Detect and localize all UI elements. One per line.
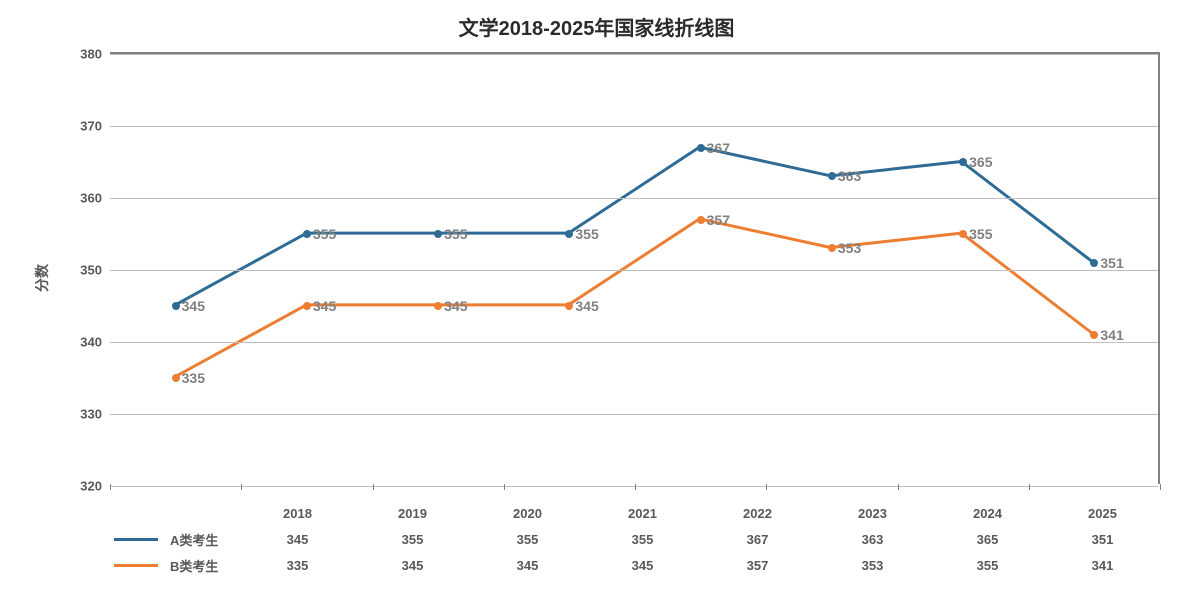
x-tick-label: 2018 — [240, 506, 355, 521]
data-label: 345 — [182, 298, 205, 314]
legend-swatch-line — [114, 564, 158, 567]
legend-value-cell: 363 — [815, 532, 930, 547]
legend-value-cell: 335 — [240, 558, 355, 573]
legend-value-cell: 355 — [585, 532, 700, 547]
y-tick-label: 340 — [80, 335, 110, 350]
data-point — [172, 302, 180, 310]
x-tick — [766, 484, 767, 490]
data-point — [1090, 331, 1098, 339]
data-point — [1090, 259, 1098, 267]
gridline — [110, 414, 1158, 415]
x-tick — [504, 484, 505, 490]
x-tick-label: 2021 — [585, 506, 700, 521]
data-point — [959, 158, 967, 166]
x-tick-label: 2020 — [470, 506, 585, 521]
legend-value-cell: 341 — [1045, 558, 1160, 573]
data-point — [565, 302, 573, 310]
data-label: 355 — [969, 226, 992, 242]
data-point — [565, 230, 573, 238]
data-label: 345 — [444, 298, 467, 314]
x-tick — [1029, 484, 1030, 490]
data-point — [303, 302, 311, 310]
gridline — [110, 486, 1158, 487]
legend-swatch-line — [114, 538, 158, 541]
y-axis-label: 分数 — [32, 264, 52, 292]
legend-header-row: 20182019202020212022202320242025 — [110, 500, 1160, 526]
y-tick-label: 370 — [80, 119, 110, 134]
legend-value-cell: 353 — [815, 558, 930, 573]
gridline — [110, 198, 1158, 199]
legend-series-row: B类考生335345345345357353355341 — [110, 552, 1160, 578]
legend-value-cell: 351 — [1045, 532, 1160, 547]
data-label: 365 — [969, 154, 992, 170]
x-tick — [110, 484, 111, 490]
x-tick-label: 2023 — [815, 506, 930, 521]
data-point — [172, 374, 180, 382]
legend-series-name: B类考生 — [170, 556, 240, 575]
gridline — [110, 54, 1158, 55]
x-tick — [241, 484, 242, 490]
x-tick — [1160, 484, 1161, 490]
legend-value-cell: 355 — [355, 532, 470, 547]
y-tick-label: 380 — [80, 47, 110, 62]
data-label: 367 — [707, 140, 730, 156]
data-point — [434, 230, 442, 238]
x-tick — [635, 484, 636, 490]
data-label: 363 — [838, 168, 861, 184]
data-label: 355 — [313, 226, 336, 242]
data-point — [303, 230, 311, 238]
data-point — [828, 172, 836, 180]
x-tick-label: 2024 — [930, 506, 1045, 521]
x-tick — [373, 484, 374, 490]
legend-data-table: 20182019202020212022202320242025A类考生3453… — [110, 500, 1160, 578]
x-tick-label: 2025 — [1045, 506, 1160, 521]
data-point — [828, 244, 836, 252]
data-label: 345 — [575, 298, 598, 314]
legend-value-cell: 345 — [470, 558, 585, 573]
legend-value-cell: 365 — [930, 532, 1045, 547]
data-label: 341 — [1100, 327, 1123, 343]
gridline — [110, 126, 1158, 127]
gridline — [110, 342, 1158, 343]
legend-value-cell: 345 — [355, 558, 470, 573]
lines-svg — [110, 54, 1158, 484]
y-tick-label: 330 — [80, 407, 110, 422]
legend-value-cell: 355 — [930, 558, 1045, 573]
legend-swatch — [110, 564, 170, 567]
legend-swatch — [110, 538, 170, 541]
data-label: 353 — [838, 240, 861, 256]
chart-title: 文学2018-2025年国家线折线图 — [0, 12, 1193, 41]
data-label: 357 — [707, 212, 730, 228]
x-tick-label: 2022 — [700, 506, 815, 521]
legend-value-cell: 357 — [700, 558, 815, 573]
legend-value-cell: 367 — [700, 532, 815, 547]
y-tick-label: 320 — [80, 479, 110, 494]
data-point — [959, 230, 967, 238]
data-label: 351 — [1100, 255, 1123, 271]
data-label: 335 — [182, 370, 205, 386]
legend-series-name: A类考生 — [170, 530, 240, 549]
legend-value-cell: 345 — [585, 558, 700, 573]
data-point — [697, 216, 705, 224]
legend-value-cell: 355 — [470, 532, 585, 547]
chart-container: 文学2018-2025年国家线折线图 分数 320 330 340 350 360 370… — [0, 0, 1193, 603]
plot-area: 3203303403503603703803453553553553673633… — [110, 52, 1160, 484]
data-point — [434, 302, 442, 310]
gridline — [110, 270, 1158, 271]
data-label: 355 — [444, 226, 467, 242]
legend-value-cell: 345 — [240, 532, 355, 547]
y-tick-label: 350 — [80, 263, 110, 278]
data-label: 345 — [313, 298, 336, 314]
data-point — [697, 144, 705, 152]
x-tick — [898, 484, 899, 490]
y-tick-label: 360 — [80, 191, 110, 206]
x-tick-label: 2019 — [355, 506, 470, 521]
data-label: 355 — [575, 226, 598, 242]
legend-series-row: A类考生345355355355367363365351 — [110, 526, 1160, 552]
